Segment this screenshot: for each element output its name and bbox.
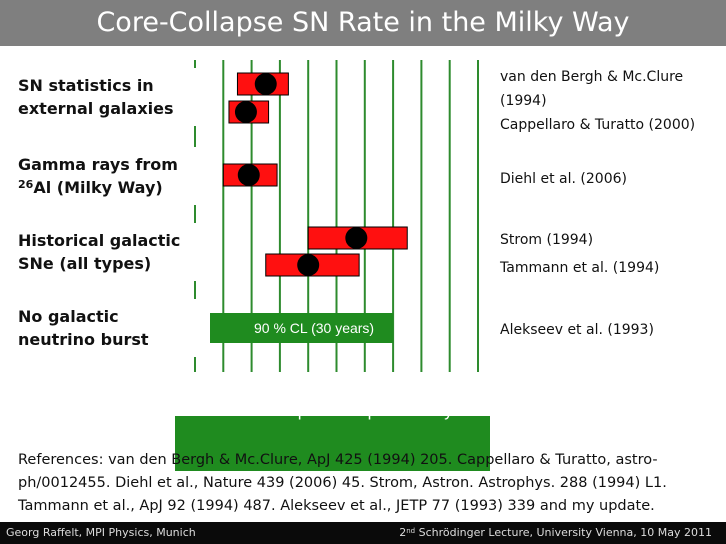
ref-neutrino-burst: Alekseev et al. (1993) <box>492 312 718 348</box>
central-value-0 <box>254 73 277 95</box>
x-axis-label: Core-collapse SNe per century <box>220 401 453 420</box>
x-tick-label-6: 6 <box>360 374 370 394</box>
ref-external-galaxies: van den Bergh & Mc.Clure (1994) Cappella… <box>492 59 718 143</box>
x-tick-label-3: 3 <box>275 374 285 394</box>
chart-stage: 0 1 2 3 4 5 6 7 8 9 10 Core-collapse SNe per centu… <box>0 46 726 471</box>
limit-label: 90 % CL (30 years) <box>254 320 374 336</box>
references-text: References: van den Bergh & Mc.Clure, Ap… <box>18 452 667 514</box>
ref-gamma-rays: Diehl et al. (2006) <box>492 161 718 197</box>
x-tick-label-5: 5 <box>331 374 341 394</box>
category-neutrino-burst: No galactic neutrino burst <box>10 299 210 357</box>
central-value-3 <box>345 227 368 249</box>
rate-chart: 0 1 2 3 4 5 6 7 8 9 10 Core-collapse SNe per centu… <box>190 60 488 420</box>
footer-lecture: 2nd Schrödinger Lecture, University Vien… <box>399 526 712 539</box>
x-tick-label-2: 2 <box>247 374 257 394</box>
x-tick-label-7: 7 <box>388 374 398 394</box>
ref-historical-sne: Strom (1994) Tammann et al. (1994) <box>492 222 718 286</box>
x-tick-label-10: 10 <box>468 374 488 394</box>
footer: Georg Raffelt, MPI Physics, Munich 2nd S… <box>0 522 726 544</box>
x-tick-label-0: 0 <box>190 374 200 394</box>
slide-title: Core-Collapse SN Rate in the Milky Way <box>0 0 726 46</box>
central-value-4 <box>297 254 320 276</box>
category-historical-sne: Historical galactic SNe (all types) <box>10 223 210 281</box>
x-tick-label-4: 4 <box>303 374 313 394</box>
x-tick-label-1: 1 <box>218 374 228 394</box>
limit-band <box>193 313 394 343</box>
x-tick-labels: 0 1 2 3 4 5 6 7 8 9 10 <box>190 374 488 394</box>
x-tick-label-8: 8 <box>416 374 426 394</box>
x-tick-label-9: 9 <box>445 374 455 394</box>
category-external-galaxies: SN statistics in external galaxies <box>10 68 210 126</box>
interval-bars <box>193 72 408 343</box>
central-value-2 <box>237 164 260 186</box>
central-value-1 <box>234 101 257 123</box>
axis-band <box>175 416 490 471</box>
category-gamma-rays: Gamma rays from 26Al (Milky Way) <box>10 147 210 205</box>
footer-author: Georg Raffelt, MPI Physics, Munich <box>6 526 196 539</box>
